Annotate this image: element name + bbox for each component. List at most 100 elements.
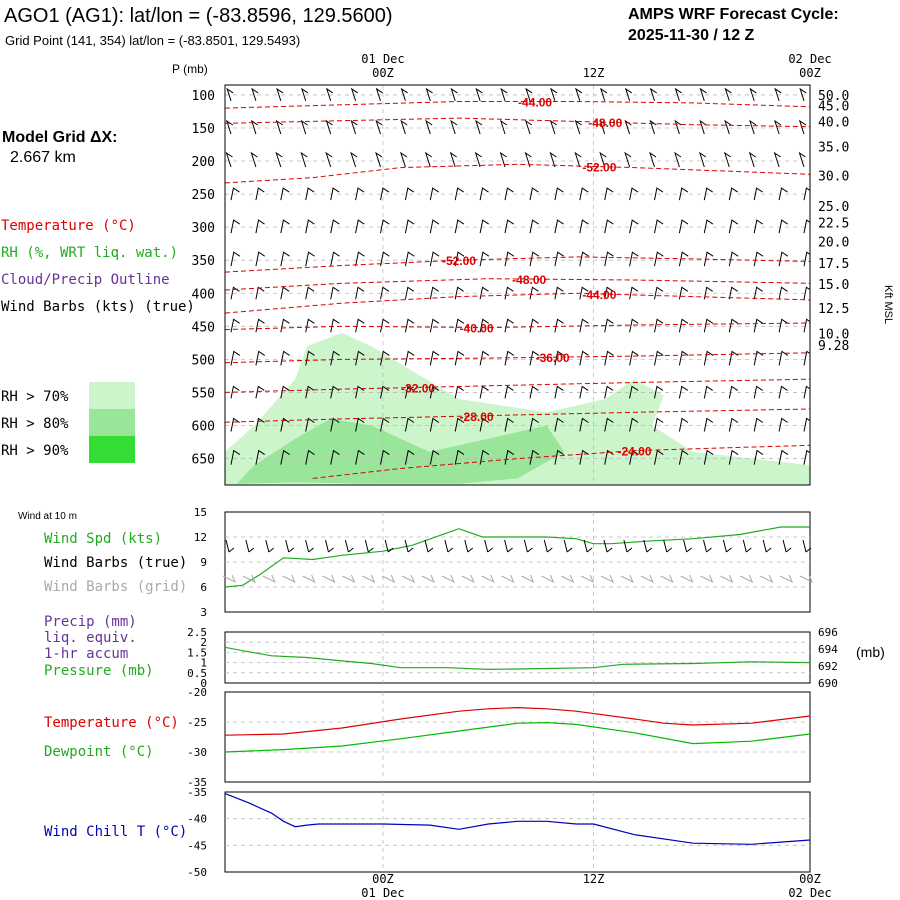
panel-ytick-label: -40 bbox=[187, 813, 207, 826]
wind10-barb-grid bbox=[342, 574, 356, 584]
wind-barb bbox=[624, 151, 632, 168]
wind10-barb-grid bbox=[322, 574, 336, 584]
wind-barb bbox=[604, 251, 614, 267]
wind-barb bbox=[654, 251, 664, 267]
wind-barb bbox=[330, 219, 340, 234]
height-tick-label: 25.0 bbox=[818, 200, 849, 215]
wind-barb bbox=[355, 449, 365, 465]
wind-barb bbox=[778, 286, 788, 300]
wind-barb bbox=[599, 119, 607, 135]
height-tick-label: 35.0 bbox=[818, 140, 849, 155]
wind10-barb-true bbox=[344, 539, 354, 553]
pressure-unit: (mb) bbox=[856, 644, 885, 660]
wind-barb bbox=[429, 251, 440, 267]
wind10-barb-grid bbox=[242, 574, 256, 584]
wind-barb bbox=[604, 385, 614, 399]
wind10-barb-true bbox=[742, 539, 752, 553]
temperature-contour bbox=[312, 444, 810, 479]
height-tick-label: 45.0 bbox=[818, 99, 849, 114]
wind-barb bbox=[230, 251, 241, 267]
bottom-hour-label: 00Z bbox=[372, 872, 394, 886]
wind10-spd-label: Wind Spd (kts) bbox=[44, 531, 162, 547]
wind-barb bbox=[549, 151, 557, 168]
wind10-barb-grid bbox=[759, 574, 774, 584]
wind-barb bbox=[803, 385, 810, 399]
wind-barb bbox=[454, 449, 465, 465]
wind-barb bbox=[579, 219, 589, 234]
wind-barb bbox=[803, 219, 810, 234]
wind-barb bbox=[404, 350, 415, 366]
wind10-barb-true bbox=[762, 539, 772, 553]
temperature-contour bbox=[225, 117, 810, 128]
panel-y2tick-label: 694 bbox=[818, 643, 838, 656]
wind-barb bbox=[404, 187, 415, 201]
wind-barb bbox=[554, 219, 564, 234]
series-line-wind-spd-kts- bbox=[224, 526, 810, 588]
wind-barb bbox=[504, 350, 515, 366]
temp-label: Temperature (°C) bbox=[44, 715, 179, 731]
wind10-barb-true bbox=[325, 539, 334, 553]
wind10-barb-grid bbox=[501, 574, 515, 584]
pressure-tick-label: 150 bbox=[192, 122, 215, 137]
model-grid-label: Model Grid ΔX: bbox=[2, 129, 118, 146]
bottom-date-label: 02 Dec bbox=[788, 886, 831, 900]
wind-barb bbox=[225, 119, 234, 135]
height-tick-label: 12.5 bbox=[818, 302, 849, 317]
bottom-hour-label: 00Z bbox=[799, 872, 821, 886]
bottom-hour-label: 12Z bbox=[583, 872, 605, 886]
wind-barb bbox=[654, 449, 664, 465]
wind-barb bbox=[604, 286, 614, 300]
wind10-barb-true bbox=[523, 539, 533, 553]
wind-barb bbox=[629, 286, 639, 300]
wind-barb bbox=[724, 119, 732, 135]
wind-barb bbox=[654, 385, 664, 399]
wind-barb bbox=[380, 318, 390, 333]
panel-ytick-label: 15 bbox=[194, 506, 207, 519]
wind-barb bbox=[380, 219, 390, 234]
wind-barb bbox=[778, 219, 788, 234]
wind10-barb-true bbox=[504, 539, 513, 553]
wind-barb bbox=[728, 187, 738, 201]
top-hour-label: 12Z bbox=[583, 66, 605, 80]
wind10-barb-grid bbox=[441, 574, 455, 584]
wind-barb bbox=[529, 350, 540, 366]
wind-barb bbox=[404, 449, 415, 465]
precip-accum-label: 1-hr accum bbox=[44, 646, 128, 662]
wind-barb bbox=[375, 119, 383, 135]
wind-barb bbox=[599, 87, 608, 102]
wind-barb bbox=[325, 151, 333, 168]
wind10-barb-true bbox=[722, 539, 732, 553]
wind-barb bbox=[255, 286, 265, 300]
wind-barb bbox=[275, 151, 283, 168]
wind-barb bbox=[699, 87, 707, 102]
wind-barb bbox=[255, 417, 265, 432]
height-axis-label: Kft MSL bbox=[882, 285, 894, 324]
wind-barb bbox=[654, 350, 664, 366]
wind-barb bbox=[280, 187, 290, 201]
wind-barb bbox=[330, 187, 340, 201]
wind-barb bbox=[703, 187, 713, 201]
wind-barb bbox=[504, 251, 515, 267]
wind-barb bbox=[425, 87, 433, 102]
height-tick-label: 30.0 bbox=[818, 170, 849, 185]
wind-barb bbox=[474, 151, 482, 168]
wind10-barb-grid bbox=[580, 574, 595, 584]
wind-barb bbox=[230, 350, 241, 366]
temperature-contour-label: -36.00 bbox=[536, 351, 570, 365]
wind-barb bbox=[429, 385, 439, 399]
wind-barb bbox=[624, 119, 632, 135]
wind-barb bbox=[499, 151, 507, 168]
wind-barb bbox=[500, 87, 508, 102]
wind-barb bbox=[350, 119, 358, 135]
wind-barb bbox=[454, 187, 464, 201]
wind-barb bbox=[305, 251, 315, 267]
wind-barb bbox=[305, 286, 315, 300]
wind-barb bbox=[429, 350, 440, 366]
wind-barb bbox=[678, 417, 689, 432]
panel-ytick-label: -20 bbox=[187, 686, 207, 699]
legend-rh90: RH > 90% bbox=[1, 443, 69, 459]
wind-barb bbox=[429, 219, 440, 234]
wind-barb bbox=[749, 119, 757, 135]
wind-barb bbox=[574, 119, 582, 135]
wind10-barb-true bbox=[265, 539, 275, 553]
